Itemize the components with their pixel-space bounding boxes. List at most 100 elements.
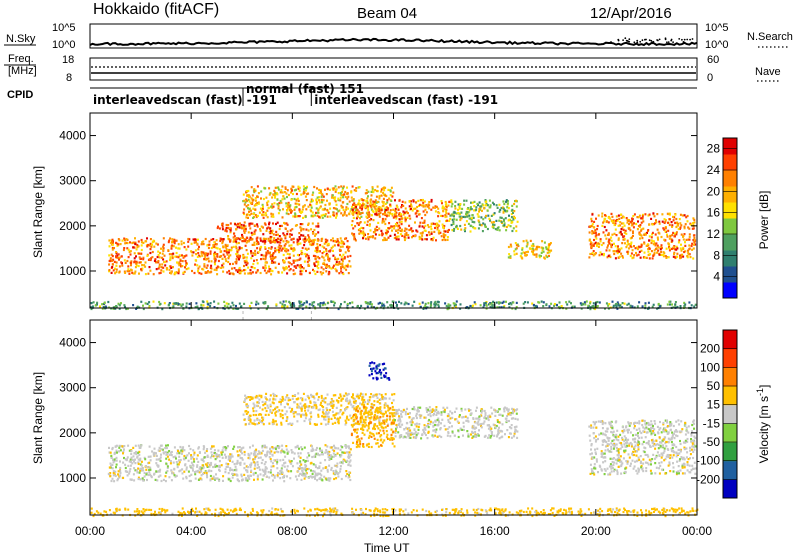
echo-cell — [273, 202, 276, 205]
echo-cell — [453, 215, 455, 218]
echo-cell — [267, 413, 270, 416]
echo-cell — [353, 202, 356, 205]
echo-cell — [245, 465, 248, 468]
echo-cell — [187, 459, 190, 462]
echo-cell — [381, 219, 384, 222]
echo-cell — [676, 221, 679, 224]
echo-cell — [309, 420, 311, 424]
echo-cell — [679, 213, 682, 216]
echo-cell — [103, 302, 106, 305]
echo-cell — [430, 301, 433, 304]
echo-cell — [319, 250, 321, 253]
echo-cell — [266, 216, 269, 219]
echo-cell — [113, 458, 116, 461]
echo-cell — [279, 238, 282, 242]
echo-cell — [427, 231, 430, 234]
echo-cell — [301, 208, 304, 211]
echo-cell — [229, 240, 231, 243]
echo-cell — [364, 401, 367, 404]
echo-cell — [538, 246, 541, 249]
echo-cell — [249, 209, 252, 212]
echo-cell — [250, 197, 253, 200]
echo-cell — [669, 235, 672, 238]
echo-cell — [303, 302, 306, 305]
echo-cell — [341, 260, 344, 263]
echo-cell — [463, 228, 466, 231]
echo-cell — [250, 238, 253, 241]
echo-cell — [656, 244, 659, 247]
echo-cell — [302, 205, 305, 209]
echo-cell — [424, 238, 427, 241]
echo-cell — [362, 203, 365, 206]
echo-cell — [534, 304, 537, 308]
echo-cell — [197, 446, 200, 449]
echo-cell — [648, 213, 651, 216]
echo-cell — [294, 475, 297, 478]
echo-cell — [488, 303, 491, 306]
echo-cell — [332, 264, 335, 267]
echo-cell — [318, 199, 320, 202]
echo-cell — [328, 454, 331, 457]
echo-cell — [256, 247, 259, 250]
echo-cell — [325, 263, 328, 266]
echo-cell — [164, 264, 167, 267]
echo-cell — [298, 189, 301, 192]
echo-cell — [473, 205, 476, 208]
echo-cell — [326, 187, 329, 190]
echo-cell — [310, 469, 312, 472]
echo-cell — [320, 195, 323, 198]
freq-left-tick-top: 18 — [62, 54, 74, 66]
echo-cell — [672, 215, 674, 218]
echo-cell — [156, 243, 159, 246]
noise-right-tick-bottom: 10^0 — [705, 39, 729, 51]
echo-cell — [137, 461, 140, 464]
echo-cell — [355, 189, 358, 192]
echo-cell — [190, 455, 193, 458]
echo-cell — [139, 463, 142, 466]
echo-cell — [123, 270, 126, 273]
echo-cell — [514, 217, 516, 220]
echo-cell — [163, 260, 166, 264]
echo-cell — [165, 471, 168, 474]
echo-cell — [309, 462, 312, 465]
echo-cell — [513, 202, 516, 206]
echo-cell — [215, 246, 218, 249]
echo-cell — [346, 265, 349, 268]
echo-cell — [339, 305, 342, 308]
echo-cell — [339, 196, 342, 199]
echo-cell — [180, 452, 183, 455]
echo-cell — [196, 238, 199, 241]
echo-cell — [633, 245, 635, 248]
colorbar-frame — [722, 137, 738, 299]
echo-cell — [149, 466, 152, 469]
echo-cell — [274, 261, 277, 264]
echo-cell — [157, 261, 160, 264]
echo-cell — [487, 214, 490, 217]
echo-cell — [462, 215, 465, 218]
echo-cell — [300, 211, 303, 214]
echo-cell — [206, 306, 209, 309]
echo-cell — [115, 459, 118, 462]
echo-cell — [296, 420, 299, 423]
echo-cell — [493, 203, 495, 206]
echo-cell — [209, 447, 212, 450]
echo-cell — [335, 214, 338, 217]
echo-cell — [677, 224, 680, 227]
echo-cell — [491, 225, 494, 228]
echo-cell — [237, 241, 240, 245]
echo-cell — [334, 469, 337, 472]
echo-cell — [214, 465, 217, 468]
echo-cell — [284, 227, 287, 230]
echo-cell — [227, 235, 230, 238]
echo-cell — [272, 261, 275, 264]
echo-cell — [190, 466, 193, 469]
echo-cell — [667, 213, 670, 216]
echo-cell — [232, 469, 235, 472]
echo-cell — [525, 251, 528, 254]
echo-cell — [609, 217, 612, 220]
echo-cell — [428, 201, 431, 204]
echo-cell — [147, 473, 150, 477]
echo-cell — [314, 255, 317, 258]
echo-cell — [170, 469, 173, 472]
echo-cell — [270, 261, 273, 264]
